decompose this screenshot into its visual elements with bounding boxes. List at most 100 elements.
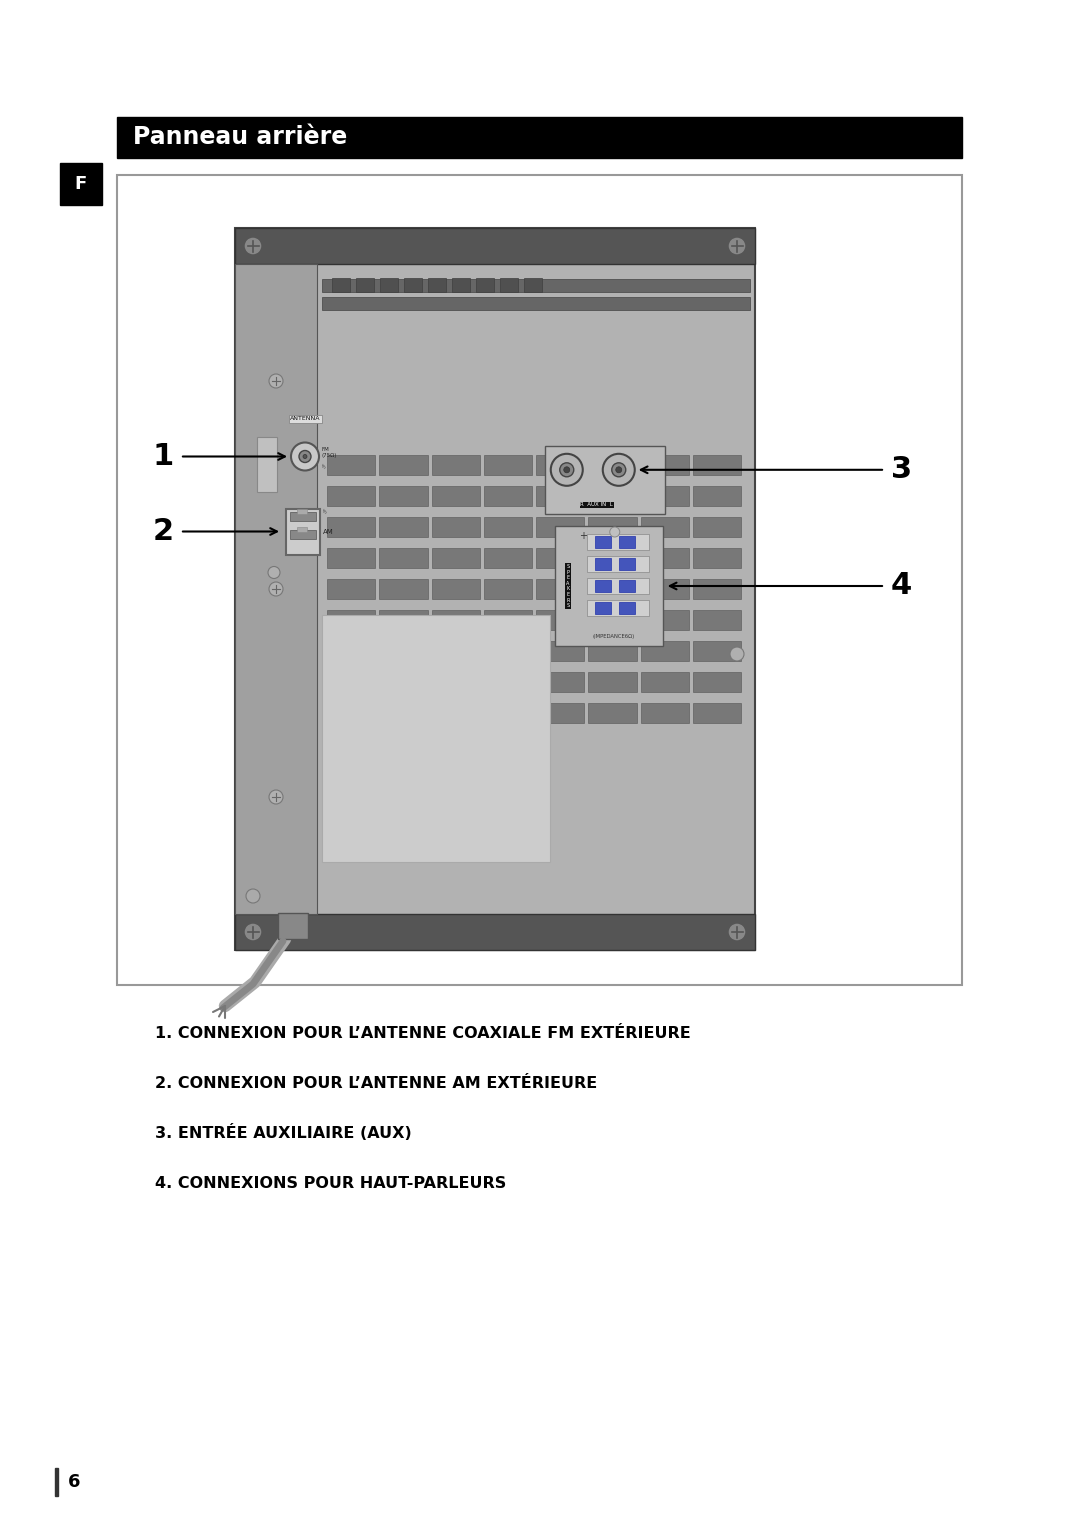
Bar xyxy=(484,610,532,630)
Bar xyxy=(432,455,480,475)
Bar xyxy=(586,533,649,550)
Bar xyxy=(476,278,494,292)
Bar xyxy=(692,516,741,536)
Bar xyxy=(640,486,689,506)
Bar xyxy=(257,437,276,492)
Bar xyxy=(595,602,611,614)
Bar xyxy=(55,1468,58,1496)
Bar xyxy=(589,672,636,692)
Bar xyxy=(380,278,399,292)
Bar xyxy=(379,486,428,506)
Text: AM: AM xyxy=(323,529,334,535)
Bar xyxy=(484,516,532,536)
Bar xyxy=(379,642,428,662)
Bar xyxy=(404,278,422,292)
Bar xyxy=(619,558,635,570)
Bar xyxy=(595,558,611,570)
Text: 2: 2 xyxy=(153,516,174,545)
Bar xyxy=(589,486,636,506)
Circle shape xyxy=(564,466,570,472)
Bar xyxy=(379,549,428,568)
Bar xyxy=(117,176,962,986)
Bar xyxy=(692,672,741,692)
Bar xyxy=(589,642,636,662)
Bar xyxy=(484,455,532,475)
Bar xyxy=(484,549,532,568)
Bar xyxy=(586,578,649,594)
Bar xyxy=(322,280,750,292)
Circle shape xyxy=(299,451,311,463)
Bar xyxy=(692,486,741,506)
Bar xyxy=(640,455,689,475)
Bar xyxy=(332,278,350,292)
Bar xyxy=(432,486,480,506)
Bar xyxy=(327,672,375,692)
Circle shape xyxy=(728,923,746,941)
Bar xyxy=(327,610,375,630)
Bar xyxy=(379,516,428,536)
Bar xyxy=(297,527,307,532)
Bar xyxy=(235,914,755,950)
Bar xyxy=(640,516,689,536)
Text: 1: 1 xyxy=(152,442,174,471)
Bar xyxy=(536,579,584,599)
Text: 6: 6 xyxy=(68,1473,81,1491)
Bar xyxy=(692,549,741,568)
Bar xyxy=(692,642,741,662)
Bar xyxy=(536,486,584,506)
Text: 3: 3 xyxy=(891,455,913,484)
Bar xyxy=(595,536,611,549)
Bar xyxy=(327,486,375,506)
Circle shape xyxy=(291,443,319,471)
Bar xyxy=(235,228,755,950)
Bar xyxy=(536,549,584,568)
Bar xyxy=(484,703,532,723)
Text: Panneau arrière: Panneau arrière xyxy=(133,125,348,150)
Bar xyxy=(484,579,532,599)
Bar xyxy=(640,703,689,723)
Bar xyxy=(286,509,320,555)
Text: +: + xyxy=(579,532,586,541)
Text: FM
(75Ω): FM (75Ω) xyxy=(322,446,337,458)
Circle shape xyxy=(246,889,260,903)
Bar xyxy=(278,914,308,940)
Text: 4. CONNEXIONS POUR HAUT-PARLEURS: 4. CONNEXIONS POUR HAUT-PARLEURS xyxy=(156,1175,507,1190)
Bar xyxy=(428,278,446,292)
Bar xyxy=(586,601,649,616)
Text: 4: 4 xyxy=(891,571,913,601)
Bar xyxy=(379,455,428,475)
Bar xyxy=(117,118,962,157)
Bar xyxy=(291,530,316,538)
Bar xyxy=(379,703,428,723)
Circle shape xyxy=(611,463,625,477)
Text: (IMPEDANCE6Ω): (IMPEDANCE6Ω) xyxy=(593,634,635,639)
Bar xyxy=(356,278,374,292)
Bar xyxy=(60,163,102,205)
Bar xyxy=(640,549,689,568)
Bar xyxy=(484,672,532,692)
Bar xyxy=(589,703,636,723)
Bar xyxy=(291,512,316,521)
Circle shape xyxy=(730,646,744,662)
Bar xyxy=(555,526,663,646)
Circle shape xyxy=(616,466,622,472)
Text: ANTENNA: ANTENNA xyxy=(289,417,321,422)
Bar xyxy=(619,602,635,614)
Text: ђ: ђ xyxy=(323,509,327,513)
Bar xyxy=(640,672,689,692)
Bar xyxy=(536,610,584,630)
Bar xyxy=(589,610,636,630)
Bar xyxy=(432,642,480,662)
Circle shape xyxy=(610,527,620,536)
Bar xyxy=(432,610,480,630)
Text: R  AUX IN  L: R AUX IN L xyxy=(580,503,613,507)
Bar xyxy=(432,516,480,536)
Circle shape xyxy=(269,374,283,388)
Bar xyxy=(432,549,480,568)
Bar xyxy=(500,278,518,292)
Bar xyxy=(619,536,635,549)
Text: 1. CONNEXION POUR L’ANTENNE COAXIALE FM EXTÉRIEURE: 1. CONNEXION POUR L’ANTENNE COAXIALE FM … xyxy=(156,1025,691,1041)
Bar xyxy=(692,610,741,630)
Bar xyxy=(322,614,550,862)
Bar xyxy=(619,581,635,591)
